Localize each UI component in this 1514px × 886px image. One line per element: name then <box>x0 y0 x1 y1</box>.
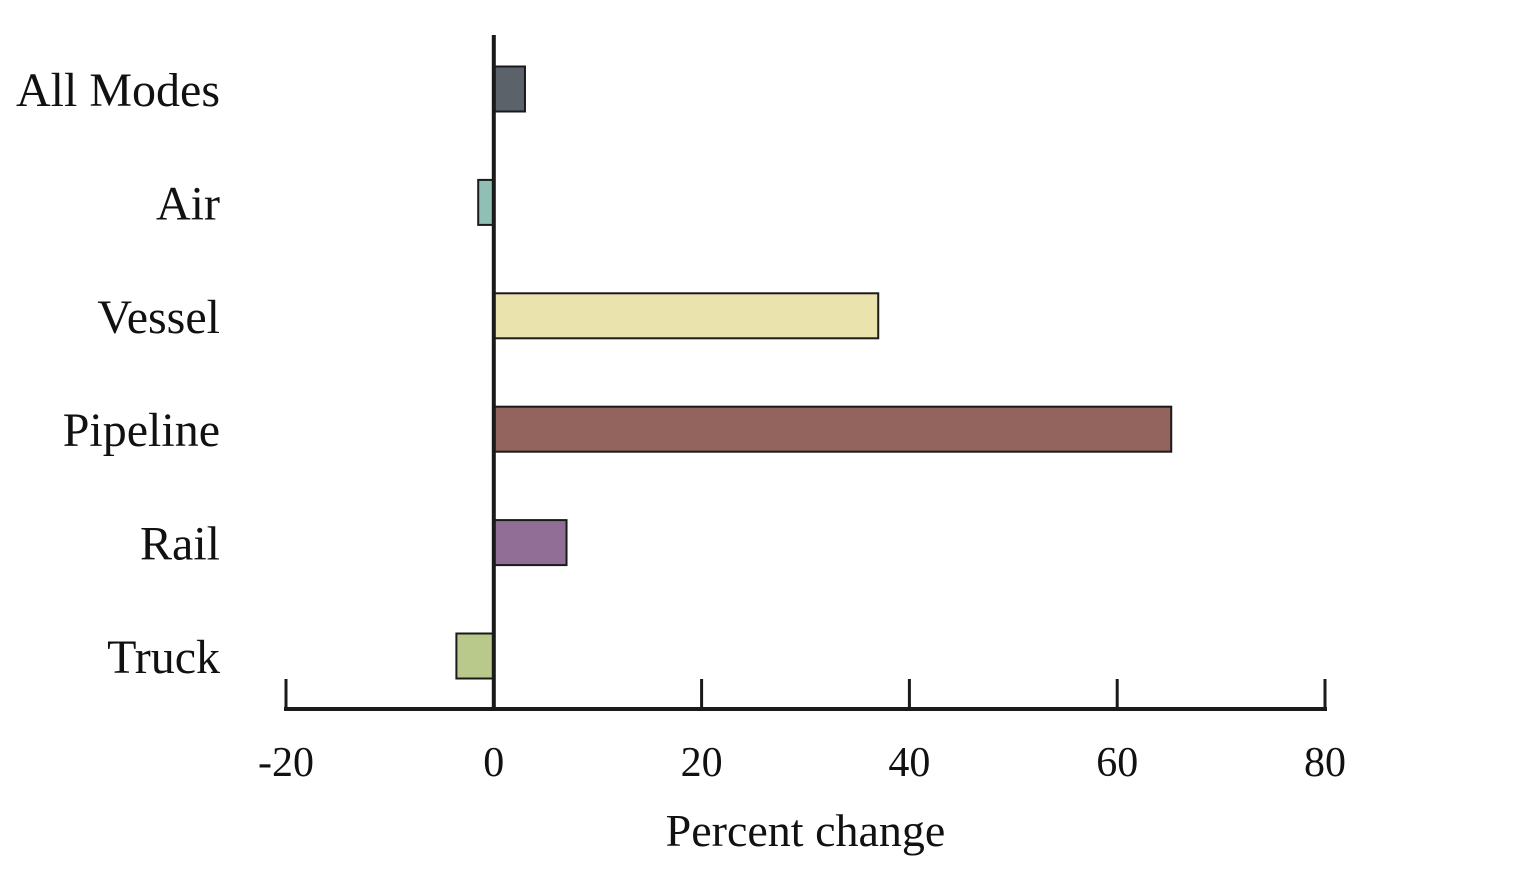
bar-air <box>477 178 495 226</box>
category-label: Air <box>156 177 220 230</box>
x-axis-ticks: -20 0 20 40 60 80 <box>258 679 1346 786</box>
x-tick-label: 80 <box>1304 740 1346 786</box>
category-label: Rail <box>140 518 220 571</box>
x-axis-title: Percent change <box>666 805 946 856</box>
bar-all-modes <box>492 65 526 113</box>
bar-pipeline <box>492 405 1173 453</box>
bars-group <box>455 65 1173 680</box>
category-label: Pipeline <box>63 404 220 457</box>
category-label: Truck <box>107 631 220 684</box>
x-tick-label: 40 <box>888 740 930 786</box>
bar-vessel <box>492 292 880 340</box>
x-tick-label: -20 <box>258 740 314 786</box>
category-labels: All Modes Air Vessel Pipeline Rail Truck <box>16 64 220 684</box>
category-label: Vessel <box>97 291 220 344</box>
category-label: All Modes <box>16 64 220 117</box>
x-tick-label: 60 <box>1096 740 1138 786</box>
x-tick-label: 0 <box>483 740 504 786</box>
bar-truck <box>455 632 495 680</box>
x-tick-label: 20 <box>681 740 723 786</box>
bar-rail <box>492 519 568 567</box>
